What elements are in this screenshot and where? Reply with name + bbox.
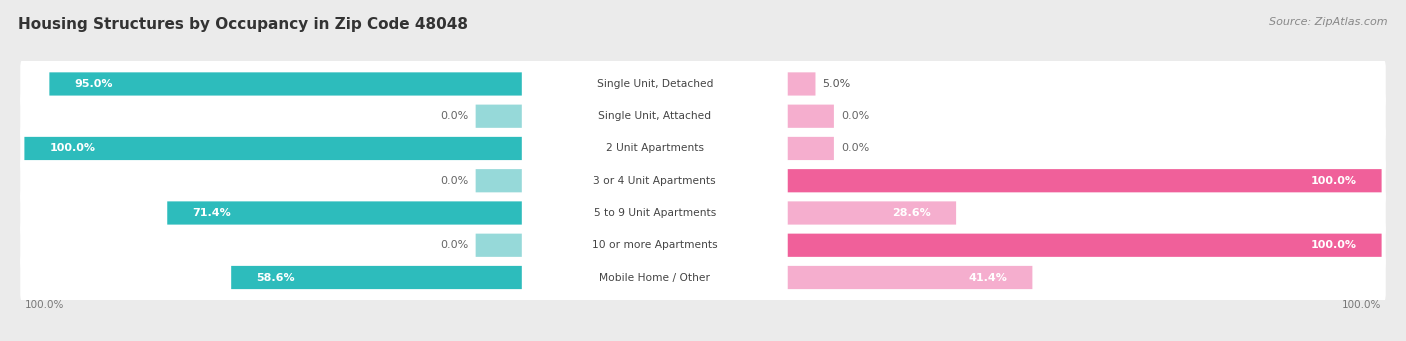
Text: 95.0%: 95.0% [75, 79, 112, 89]
Text: 100.0%: 100.0% [24, 300, 63, 310]
FancyBboxPatch shape [522, 164, 787, 197]
Text: 100.0%: 100.0% [1343, 300, 1382, 310]
Text: 0.0%: 0.0% [440, 176, 468, 186]
FancyBboxPatch shape [24, 137, 524, 160]
FancyBboxPatch shape [522, 100, 787, 133]
Text: 3 or 4 Unit Apartments: 3 or 4 Unit Apartments [593, 176, 716, 186]
FancyBboxPatch shape [20, 155, 1386, 207]
FancyBboxPatch shape [475, 234, 524, 257]
Text: 41.4%: 41.4% [969, 272, 1008, 282]
Text: Source: ZipAtlas.com: Source: ZipAtlas.com [1270, 17, 1388, 27]
Text: 2 Unit Apartments: 2 Unit Apartments [606, 144, 704, 153]
FancyBboxPatch shape [522, 229, 787, 262]
Text: 71.4%: 71.4% [193, 208, 231, 218]
FancyBboxPatch shape [786, 266, 1032, 289]
Text: 58.6%: 58.6% [256, 272, 295, 282]
Text: Mobile Home / Other: Mobile Home / Other [599, 272, 710, 282]
Text: 100.0%: 100.0% [1310, 240, 1357, 250]
FancyBboxPatch shape [475, 105, 524, 128]
Text: 28.6%: 28.6% [893, 208, 931, 218]
FancyBboxPatch shape [522, 261, 787, 294]
Text: Single Unit, Attached: Single Unit, Attached [598, 111, 711, 121]
FancyBboxPatch shape [786, 234, 1382, 257]
Text: 100.0%: 100.0% [49, 144, 96, 153]
FancyBboxPatch shape [167, 202, 524, 225]
FancyBboxPatch shape [20, 123, 1386, 174]
FancyBboxPatch shape [522, 196, 787, 229]
FancyBboxPatch shape [786, 169, 1382, 192]
Text: 100.0%: 100.0% [1310, 176, 1357, 186]
FancyBboxPatch shape [20, 220, 1386, 271]
FancyBboxPatch shape [20, 90, 1386, 142]
FancyBboxPatch shape [231, 266, 524, 289]
FancyBboxPatch shape [20, 252, 1386, 303]
FancyBboxPatch shape [786, 72, 815, 95]
FancyBboxPatch shape [786, 105, 834, 128]
FancyBboxPatch shape [786, 137, 834, 160]
Text: 0.0%: 0.0% [841, 144, 869, 153]
Text: Housing Structures by Occupancy in Zip Code 48048: Housing Structures by Occupancy in Zip C… [18, 17, 468, 32]
FancyBboxPatch shape [49, 72, 524, 95]
Text: 0.0%: 0.0% [440, 111, 468, 121]
Text: 0.0%: 0.0% [841, 111, 869, 121]
Text: 0.0%: 0.0% [440, 240, 468, 250]
Text: 5 to 9 Unit Apartments: 5 to 9 Unit Apartments [593, 208, 716, 218]
FancyBboxPatch shape [20, 58, 1386, 110]
Text: 5.0%: 5.0% [823, 79, 851, 89]
Text: Single Unit, Detached: Single Unit, Detached [596, 79, 713, 89]
FancyBboxPatch shape [786, 202, 956, 225]
FancyBboxPatch shape [20, 187, 1386, 239]
FancyBboxPatch shape [475, 169, 524, 192]
Text: 10 or more Apartments: 10 or more Apartments [592, 240, 717, 250]
FancyBboxPatch shape [522, 68, 787, 100]
FancyBboxPatch shape [522, 132, 787, 165]
